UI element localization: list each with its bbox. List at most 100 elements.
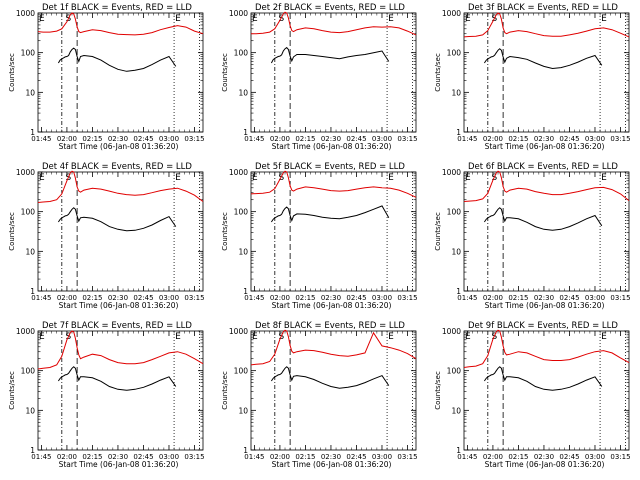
lld-series-line [251,11,417,36]
x-axis-label: Start Time (06-Jan-08 01:36:20) [59,460,179,469]
x-tick-label: 02:15 [82,453,102,461]
region-marker: E [175,173,181,183]
chart-title: Det 3f BLACK = Events, RED = LLD [468,3,618,13]
x-tick-label: 02:15 [295,294,315,302]
x-tick-label: 01:45 [244,294,264,302]
lld-series-line [463,12,630,38]
region-marker: S [279,14,285,24]
region-marker: E [252,14,258,24]
chart-panel-6: Det 6f BLACK = Events, RED = LLD 1 10 100 10… [434,162,631,310]
x-tick-label: 02:00 [483,453,503,461]
chart-title: Det 1f BLACK = Events, RED = LLD [42,3,192,13]
y-axis-label: Counts/sec [434,212,442,251]
x-tick-label: 02:15 [508,294,528,302]
x-tick-label: 02:45 [559,135,579,143]
x-tick-label: 02:00 [483,294,503,302]
region-marker: E [601,14,607,24]
y-tick-label: 100 [234,208,249,217]
y-tick-label: 1000 [16,9,35,18]
x-tick-label: 02:00 [483,135,503,143]
y-tick-label: 100 [234,367,249,376]
x-axis-label: Start Time (06-Jan-08 01:36:20) [485,142,605,151]
y-axis-label: Counts/sec [8,371,16,410]
y-tick-label: 10 [451,88,461,97]
region-marker: E [465,14,471,24]
y-tick-label: 1 [30,128,35,137]
y-tick-label: 100 [21,367,36,376]
x-tick-label: 02:45 [346,294,366,302]
y-tick-label: 1 [456,446,461,455]
y-tick-label: 1 [243,287,248,296]
x-tick-label: 02:45 [559,294,579,302]
x-tick-label: 02:30 [321,453,341,461]
y-tick-label: 1000 [229,327,248,336]
y-tick-label: 10 [451,247,461,256]
x-tick-label: 02:00 [57,453,77,461]
x-tick-label: 02:00 [270,294,290,302]
x-tick-label: 03:15 [397,294,417,302]
y-tick-label: 100 [234,49,249,58]
x-tick-label: 02:15 [82,135,102,143]
y-tick-label: 1000 [229,9,248,18]
chart-title: Det 5f BLACK = Events, RED = LLD [255,162,405,172]
x-axis-label: Start Time (06-Jan-08 01:36:20) [59,142,179,151]
y-tick-label: 1000 [16,327,35,336]
lld-series-line [463,170,630,202]
y-axis-label: Counts/sec [221,53,229,92]
x-tick-label: 03:15 [610,135,630,143]
x-tick-label: 03:00 [159,135,179,143]
events-series-line [483,207,603,231]
plot-frame [37,12,204,133]
plot-frame [37,171,204,292]
region-marker: E [601,173,607,183]
events-series-line [483,48,603,70]
x-tick-label: 02:30 [534,453,554,461]
chart-title: Det 7f BLACK = Events, RED = LLD [42,321,192,331]
chart-title: Det 8f BLACK = Events, RED = LLD [255,321,405,331]
chart-panel-2: Det 2f BLACK = Events, RED = LLD 1 10 100 10… [221,3,418,151]
y-tick-label: 10 [25,88,35,97]
y-axis-label: Counts/sec [8,53,16,92]
y-tick-label: 100 [447,367,462,376]
y-tick-label: 1 [30,287,35,296]
x-tick-label: 03:15 [610,294,630,302]
y-tick-label: 1 [30,446,35,455]
x-tick-label: 03:00 [372,294,392,302]
events-series-line [483,366,603,391]
region-marker: E [39,173,45,183]
x-tick-label: 02:15 [82,294,102,302]
region-marker: E [252,173,258,183]
plot-frame [463,330,630,451]
x-tick-label: 03:00 [372,135,392,143]
y-tick-label: 10 [238,406,248,415]
y-axis-label: Counts/sec [434,371,442,410]
x-tick-label: 02:15 [508,453,528,461]
chart-panel-9: Det 9f BLACK = Events, RED = LLD 1 10 100 10… [434,321,631,469]
x-axis-label: Start Time (06-Jan-08 01:36:20) [485,301,605,310]
x-tick-label: 01:45 [31,135,51,143]
x-tick-label: 02:30 [108,294,128,302]
region-marker: E [388,14,394,24]
x-tick-label: 01:45 [31,453,51,461]
events-series-line [57,47,177,72]
plot-frame [250,330,417,451]
x-tick-label: 02:15 [508,135,528,143]
chart-panel-8: Det 8f BLACK = Events, RED = LLD 1 10 100 10… [221,321,418,469]
x-tick-label: 03:15 [184,453,204,461]
y-tick-label: 1000 [442,9,461,18]
chart-panel-3: Det 3f BLACK = Events, RED = LLD 1 10 100 10… [434,3,631,151]
y-axis-label: Counts/sec [434,53,442,92]
chart-title: Det 6f BLACK = Events, RED = LLD [468,162,618,172]
x-tick-label: 02:30 [321,294,341,302]
region-marker: E [39,14,45,24]
y-tick-label: 10 [238,247,248,256]
x-tick-label: 01:45 [244,135,264,143]
chart-title: Det 9f BLACK = Events, RED = LLD [468,321,618,331]
y-axis-label: Counts/sec [221,371,229,410]
y-tick-label: 100 [21,49,36,58]
y-axis-label: Counts/sec [8,212,16,251]
x-tick-label: 02:00 [57,294,77,302]
chart-title: Det 2f BLACK = Events, RED = LLD [255,3,405,13]
region-marker: E [388,173,394,183]
